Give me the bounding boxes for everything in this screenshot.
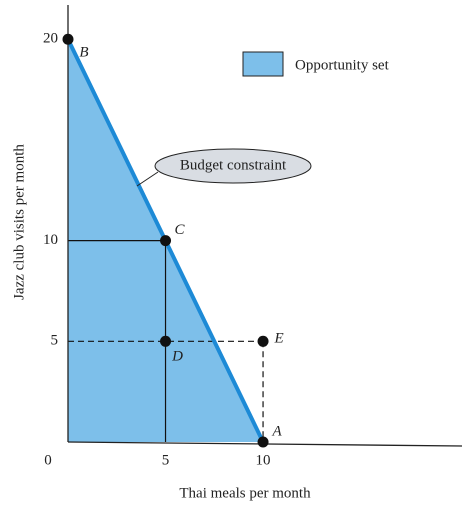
point-label: C [175, 222, 186, 238]
x-tick-label: 5 [162, 452, 170, 468]
point [257, 436, 269, 448]
legend-label: Opportunity set [295, 57, 390, 73]
y-tick-label: 10 [43, 232, 58, 248]
point [160, 235, 172, 247]
point [257, 335, 269, 347]
point-label: A [271, 423, 282, 439]
point [62, 33, 74, 45]
y-tick-label: 20 [43, 31, 58, 47]
callout-line [136, 171, 159, 187]
x-axis-label: Thai meals per month [179, 485, 311, 501]
x-tick-label: 0 [44, 452, 52, 468]
point-label: E [273, 331, 283, 347]
point-label: B [79, 45, 88, 61]
point-label: D [171, 349, 183, 365]
x-tick-label: 10 [256, 452, 271, 468]
callout-label: Budget constraint [180, 157, 287, 173]
callout [154, 148, 312, 184]
y-axis-label: Jazz club visits per month [11, 144, 27, 300]
legend-swatch [242, 51, 284, 77]
point [160, 335, 172, 347]
y-tick-label: 5 [51, 333, 59, 349]
